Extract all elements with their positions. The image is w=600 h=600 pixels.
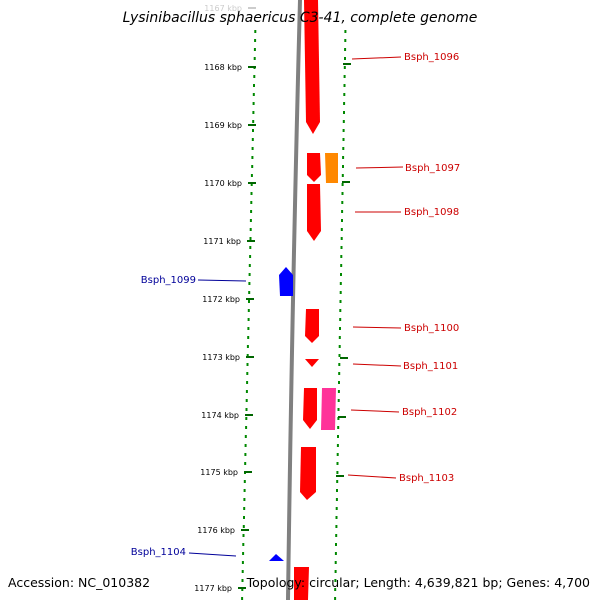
- gene-label-bsph-1102[interactable]: Bsph_1102: [402, 407, 457, 418]
- gene-bsph-1100-arrow[interactable]: [305, 309, 319, 343]
- leader-bsph-1102: [350, 409, 400, 413]
- scale-label-1174: 1174 kbp: [201, 411, 239, 420]
- gene-bsph-1102b-arrow[interactable]: [321, 388, 336, 430]
- gene-label-bsph-1104[interactable]: Bsph_1104: [131, 547, 186, 558]
- leader-bsph-1100: [352, 326, 402, 329]
- gene-bsph-1101-arrow[interactable]: [305, 359, 319, 367]
- leader-bsph-1096: [351, 56, 402, 60]
- gene-bsph-1104-arrow[interactable]: [269, 554, 284, 561]
- gene-bsph-1097-arrow[interactable]: [307, 153, 321, 182]
- gene-label-bsph-1098[interactable]: Bsph_1098: [404, 207, 459, 218]
- gene-bsph-1099-arrow[interactable]: [279, 267, 293, 296]
- genome-backbone: [286, 0, 302, 600]
- scale-label-1176: 1176 kbp: [197, 526, 235, 535]
- leader-bsph-1097: [355, 166, 404, 169]
- leader-bsph-1101: [352, 363, 402, 367]
- scale-label-1170: 1170 kbp: [204, 179, 242, 188]
- accession-label: Accession: NC_010382: [8, 575, 151, 590]
- gene-bsph-1098-arrow[interactable]: [307, 184, 321, 241]
- scale-label-1177: 1177 kbp: [194, 584, 232, 593]
- gene-bsph-1103-arrow[interactable]: [300, 447, 316, 500]
- leader-bsph-1103: [347, 474, 397, 479]
- gene-label-bsph-1101[interactable]: Bsph_1101: [403, 361, 458, 372]
- gene-label-bsph-1100[interactable]: Bsph_1100: [404, 323, 459, 334]
- scale-label-1175: 1175 kbp: [200, 468, 238, 477]
- gene-label-bsph-1096[interactable]: Bsph_1096: [404, 52, 459, 63]
- genome-summary: Topology: circular; Length: 4,639,821 bp…: [246, 575, 590, 590]
- gene-bsph-1097b-arrow[interactable]: [325, 153, 338, 183]
- gene-label-bsph-1099[interactable]: Bsph_1099: [141, 275, 196, 286]
- gene-bsph-1102-arrow[interactable]: [303, 388, 317, 429]
- genome-title: Lysinibacillus sphaericus C3-41, complet…: [122, 10, 478, 26]
- gene-label-bsph-1097[interactable]: Bsph_1097: [405, 163, 460, 174]
- scale-label-top: 1167 kbp: [204, 4, 242, 13]
- leader-bsph-1104: [188, 552, 237, 557]
- scale-label-1171: 1171 kbp: [203, 237, 241, 246]
- leader-bsph-1099: [197, 279, 247, 282]
- gene-label-bsph-1103[interactable]: Bsph_1103: [399, 473, 454, 484]
- scale-label-1168: 1168 kbp: [204, 63, 242, 72]
- gene-bsph-1095-arrow[interactable]: [304, 0, 320, 134]
- left-dotted-track: [241, 30, 257, 600]
- scale-label-1169: 1169 kbp: [204, 121, 242, 130]
- scale-label-1172: 1172 kbp: [202, 295, 240, 304]
- gene-bsph-1105-arrow[interactable]: [294, 567, 309, 600]
- scale-label-1173: 1173 kbp: [202, 353, 240, 362]
- right-dotted-track: [334, 30, 347, 600]
